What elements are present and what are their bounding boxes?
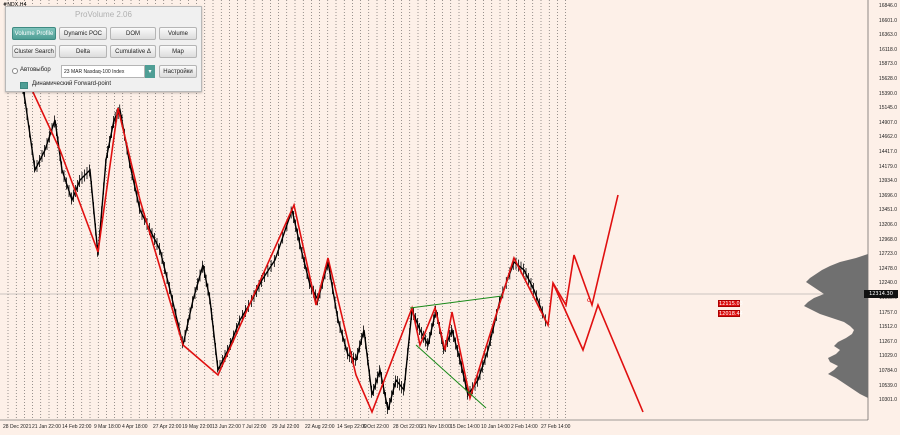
time-axis-label: 21 Jan 22:00 — [32, 424, 61, 430]
price-axis-label: 16846.0 — [878, 3, 897, 9]
price-axis-label: 15390.0 — [878, 90, 897, 97]
time-axis-label: 21 Nov 18:00 — [421, 424, 451, 430]
price-axis-label: 13451.0 — [878, 207, 897, 214]
time-axis-label: 7 Jul 22:00 — [242, 424, 267, 430]
price-tag: 12115.03 — [718, 300, 743, 307]
symbol-select[interactable]: 23 MAR Nasdaq-100 Index — [61, 65, 145, 78]
projection-line — [552, 282, 644, 413]
price-axis-label: 13696.0 — [878, 192, 897, 199]
forward-point-label: Динамический Forward-point — [32, 81, 112, 87]
time-axis-label: 22 Aug 22:00 — [305, 424, 335, 430]
price-axis-label: 12723.0 — [878, 251, 897, 258]
price-axis-label: 16601.0 — [878, 17, 897, 24]
price-axis-label: 10301.0 — [878, 397, 897, 404]
cluster-search-button[interactable]: Cluster Search — [12, 45, 56, 58]
price-axis-label: 15873.0 — [878, 61, 897, 68]
provolume-panel: ProVolume 2.06 Volume Profile Dynamic PO… — [5, 6, 202, 92]
panel-title: ProVolume 2.06 — [75, 10, 132, 19]
time-axis-label: 10 Jan 14:00 — [481, 424, 510, 430]
price-axis-label: 11757.0 — [879, 309, 897, 316]
price-axis-label: 11995.0 — [879, 295, 897, 301]
time-axis-label: 2 Feb 14:00 — [511, 424, 538, 430]
price-axis-label: 11267.0 — [879, 338, 897, 345]
marker-point — [587, 298, 591, 302]
price-axis-label: 10784.0 — [878, 368, 897, 374]
volume-button[interactable]: Volume — [159, 27, 197, 40]
price-axis-label: 12240.0 — [878, 280, 897, 287]
time-axis-label: 14 Feb 22:00 — [62, 424, 92, 430]
marker-point — [595, 304, 601, 311]
current-price-tag: 12314.30 — [864, 290, 898, 298]
auto-select-checkbox[interactable] — [12, 68, 18, 74]
auto-select-label: Автовыбор — [20, 67, 51, 73]
time-axis-label: 9 Mar 18:00 — [94, 424, 121, 430]
price-axis-label: 14662.0 — [878, 134, 897, 141]
price-axis-label: 13206.0 — [878, 222, 897, 228]
time-axis-label: 6 Oct 22:00 — [363, 424, 389, 430]
time-axis-label: 29 Jul 22:00 — [272, 424, 300, 430]
price-axis-label: 14417.0 — [878, 149, 897, 155]
zigzag-line — [9, 24, 619, 415]
price-axis-label: 11512.0 — [879, 324, 897, 331]
time-axis-label: 28 Dec 2021 — [3, 424, 32, 430]
channel-line-lower — [415, 344, 487, 409]
volume-profile — [804, 254, 868, 398]
price-axis-label: 16363.0 — [878, 32, 897, 39]
settings-button[interactable]: Настройки — [159, 65, 197, 78]
time-axis-label: 28 Oct 22:00 — [393, 424, 422, 430]
price-axis-label: 15628.0 — [878, 76, 897, 82]
price-axis-label: 14907.0 — [878, 119, 897, 126]
cumulative-delta-button[interactable]: Cumulative Δ — [110, 45, 156, 58]
channel-line-upper — [409, 295, 503, 309]
price-tag: 12018.44 — [718, 310, 743, 317]
price-axis-label: 12968.0 — [878, 236, 897, 243]
price-axis-label: 15145.0 — [878, 105, 897, 112]
time-axis-label: 15 Dec 14:00 — [450, 424, 480, 430]
forward-point-checkbox[interactable] — [20, 82, 28, 89]
price-axis-label: 13934.0 — [878, 178, 897, 185]
symbol-label: #NDX,H4 — [3, 2, 27, 8]
price-axis-label: 16118.0 — [879, 46, 897, 53]
time-axis-label: 13 Jun 22:00 — [212, 424, 241, 430]
time-axis-label: 4 Apr 18:00 — [122, 424, 148, 430]
dom-button[interactable]: DOM — [110, 27, 156, 40]
price-axis-label: 12478.0 — [878, 265, 897, 272]
map-button[interactable]: Map — [159, 45, 197, 58]
delta-button[interactable]: Delta — [59, 45, 107, 58]
chevron-down-icon[interactable]: ▾ — [145, 65, 155, 78]
time-axis-label: 19 May 22:00 — [182, 424, 213, 430]
price-axis-label: 11029.0 — [879, 353, 897, 360]
price-axis-label: 10539.0 — [878, 382, 897, 389]
time-axis-label: 27 Feb 14:00 — [541, 424, 571, 430]
time-axis-label: 27 Apr 22:00 — [153, 424, 182, 430]
time-axis-label: 14 Sep 22:00 — [337, 424, 367, 430]
price-axis-label: 14179.0 — [878, 163, 897, 170]
dynamic-poc-button[interactable]: Dynamic POC — [59, 27, 107, 40]
volume-profile-button[interactable]: Volume Profile — [12, 27, 56, 40]
